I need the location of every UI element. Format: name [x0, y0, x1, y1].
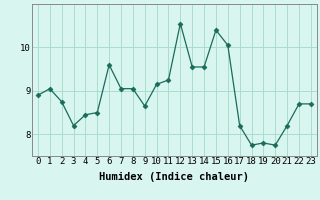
- X-axis label: Humidex (Indice chaleur): Humidex (Indice chaleur): [100, 172, 249, 182]
